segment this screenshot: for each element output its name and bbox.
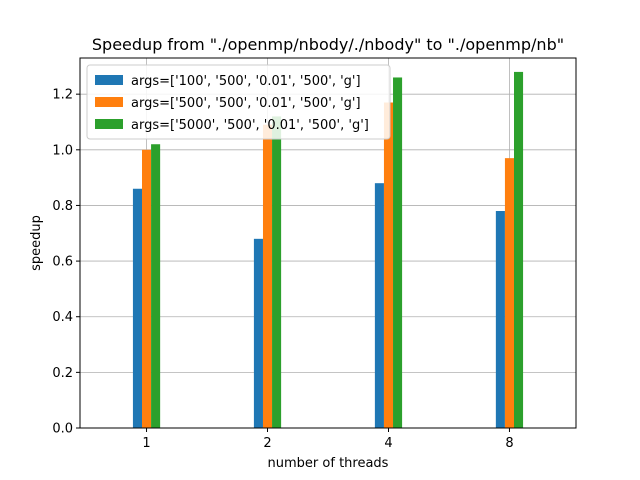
bar-series-2-2 <box>262 124 273 429</box>
legend-label-3: args=['5000', '500', '0.01', '500', 'g'] <box>131 118 369 133</box>
axes-frame <box>79 57 577 429</box>
y-tick-label: 0.4 <box>52 310 73 325</box>
y-tick-label: 1.0 <box>52 143 73 158</box>
bar-series-2-1 <box>142 149 152 428</box>
bar-series-1-8 <box>495 211 505 428</box>
y-axis-label: speedup <box>29 215 44 271</box>
legend: args=['100', '500', '0.01', '500', 'g'] a… <box>86 64 391 140</box>
bar-series-1-4 <box>374 183 384 428</box>
y-tick-label: 0.6 <box>52 255 73 270</box>
x-tick-label: 8 <box>505 436 513 451</box>
legend-swatch-2 <box>95 97 123 107</box>
bar-series-2-8 <box>504 158 514 428</box>
bar-series-1-1 <box>132 188 142 428</box>
legend-swatch-1 <box>95 75 123 85</box>
y-tick-label: 0.0 <box>52 422 73 437</box>
bar-series-1-2 <box>253 238 263 428</box>
y-tick-label: 0.2 <box>52 366 73 381</box>
bar-series-3-2 <box>272 116 282 428</box>
x-axis-label: number of threads <box>268 456 389 471</box>
bar-series-3-4 <box>393 77 403 428</box>
legend-label-2: args=['500', '500', '0.01', '500', 'g'] <box>131 96 361 111</box>
legend-swatch-3 <box>95 119 123 129</box>
bar-series-3-8 <box>514 71 524 428</box>
x-tick-label: 2 <box>263 436 271 451</box>
bar-series-2-4 <box>383 102 394 428</box>
bar-series-3-1 <box>151 144 161 428</box>
y-tick-label: 0.8 <box>52 199 73 214</box>
y-tick-label: 1.2 <box>52 88 73 103</box>
chart-title: Speedup from "./openmp/nbody/./nbody" to… <box>92 35 564 54</box>
legend-box <box>86 64 391 140</box>
x-tick-label: 4 <box>384 436 392 451</box>
x-tick-label: 1 <box>142 436 150 451</box>
legend-label-1: args=['100', '500', '0.01', '500', 'g'] <box>131 74 361 89</box>
